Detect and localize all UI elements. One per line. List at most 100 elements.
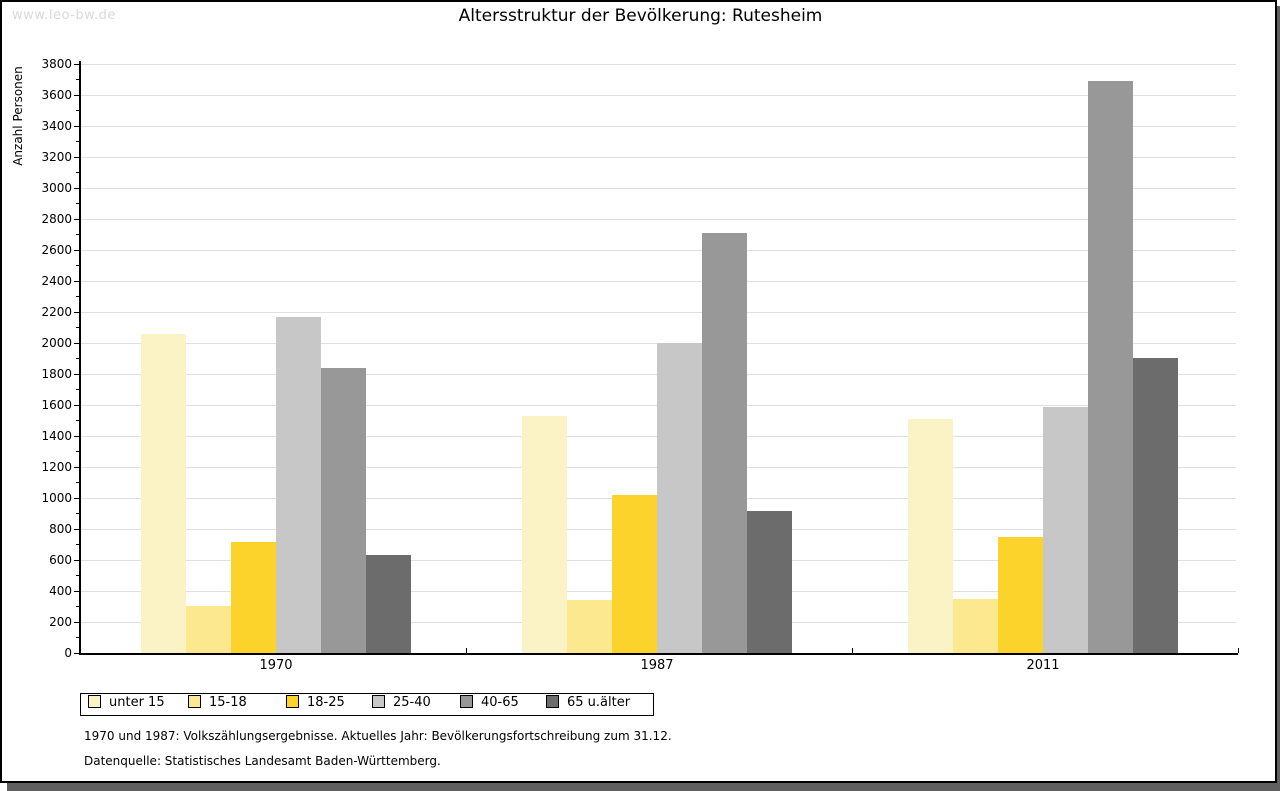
y-axis-line [79, 61, 81, 655]
bar-2011-15-18 [953, 599, 998, 653]
gridline [81, 312, 1236, 313]
legend-swatch-unter-15 [88, 695, 101, 708]
legend-swatch-65-u.älter [546, 695, 559, 708]
y-major-tick [74, 343, 80, 344]
bar-1970-15-18 [186, 606, 231, 653]
y-minor-tick [76, 482, 80, 483]
y-minor-tick [76, 544, 80, 545]
bar-1987-40-65 [702, 233, 747, 653]
bar-1987-15-18 [567, 600, 612, 653]
legend-label: 65 u.älter [567, 695, 631, 710]
footnote-data-source: Datenquelle: Statistisches Landesamt Bad… [84, 754, 441, 768]
y-minor-tick [76, 110, 80, 111]
y-tick-label: 1000 [41, 491, 72, 505]
bar-1970-40-65 [321, 368, 366, 653]
y-minor-tick [76, 79, 80, 80]
legend-label: unter 15 [109, 695, 165, 710]
x-tick-label: 1987 [640, 658, 674, 673]
bar-2011-25-40 [1043, 407, 1088, 653]
y-major-tick [74, 312, 80, 313]
legend-swatch-18-25 [286, 695, 299, 708]
y-tick-label: 1800 [41, 367, 72, 381]
y-major-tick [74, 95, 80, 96]
x-tick-label: 1970 [259, 658, 293, 673]
bar-1987-unter-15 [522, 416, 567, 653]
y-minor-tick [76, 265, 80, 266]
bar-1970-18-25 [231, 542, 276, 653]
y-minor-tick [76, 420, 80, 421]
y-tick-label: 1600 [41, 398, 72, 412]
gridline [81, 188, 1236, 189]
bar-1970-unter-15 [141, 334, 186, 653]
legend-swatch-15-18 [188, 695, 201, 708]
chart-title: Altersstruktur der Bevölkerung: Ruteshei… [458, 6, 823, 26]
y-minor-tick [76, 575, 80, 576]
legend-swatch-40-65 [460, 695, 473, 708]
y-major-tick [74, 64, 80, 65]
y-minor-tick [76, 327, 80, 328]
y-tick-label: 2000 [41, 336, 72, 350]
y-tick-label: 1400 [41, 429, 72, 443]
y-tick-label: 3800 [41, 57, 72, 71]
y-tick-label: 2400 [41, 274, 72, 288]
y-minor-tick [76, 389, 80, 390]
legend-label: 15-18 [209, 695, 247, 710]
bar-2011-unter-15 [908, 419, 953, 653]
gridline [81, 64, 1236, 65]
y-tick-label: 1200 [41, 460, 72, 474]
bar-1987-18-25 [612, 495, 657, 653]
x-axis-line [79, 653, 1238, 655]
legend-label: 18-25 [307, 695, 345, 710]
y-minor-tick [76, 606, 80, 607]
y-major-tick [74, 157, 80, 158]
gridline [81, 250, 1236, 251]
y-major-tick [74, 436, 80, 437]
y-tick-label: 3400 [41, 119, 72, 133]
y-minor-tick [76, 296, 80, 297]
y-minor-tick [76, 513, 80, 514]
y-major-tick [74, 529, 80, 530]
x-tick [1238, 648, 1239, 653]
y-tick-label: 2800 [41, 212, 72, 226]
watermark: www.leo-bw.de [12, 8, 116, 23]
y-tick-label: 2600 [41, 243, 72, 257]
y-major-tick [74, 498, 80, 499]
y-major-tick [74, 591, 80, 592]
legend-label: 40-65 [481, 695, 519, 710]
legend [80, 693, 654, 716]
legend-swatch-25-40 [372, 695, 385, 708]
bar-2011-65-u.älter [1133, 358, 1178, 653]
y-minor-tick [76, 637, 80, 638]
y-minor-tick [76, 172, 80, 173]
y-tick-label: 800 [49, 522, 72, 536]
y-major-tick [74, 126, 80, 127]
gridline [81, 126, 1236, 127]
y-major-tick [74, 560, 80, 561]
footnote-source-method: 1970 und 1987: Volkszählungsergebnisse. … [84, 729, 672, 743]
gridline [81, 95, 1236, 96]
gridline [81, 281, 1236, 282]
y-minor-tick [76, 451, 80, 452]
y-tick-label: 3000 [41, 181, 72, 195]
y-major-tick [74, 188, 80, 189]
y-tick-label: 0 [64, 646, 72, 660]
y-major-tick [74, 653, 80, 654]
frame-shadow-bottom [7, 783, 1280, 791]
x-tick-label: 2011 [1026, 658, 1060, 673]
bar-1970-65-u.älter [366, 555, 411, 653]
y-major-tick [74, 219, 80, 220]
y-major-tick [74, 250, 80, 251]
y-tick-label: 2200 [41, 305, 72, 319]
gridline [81, 157, 1236, 158]
y-tick-label: 600 [49, 553, 72, 567]
x-tick [466, 648, 467, 653]
bar-2011-18-25 [998, 537, 1043, 653]
y-major-tick [74, 622, 80, 623]
y-major-tick [74, 405, 80, 406]
y-tick-label: 400 [49, 584, 72, 598]
y-major-tick [74, 467, 80, 468]
y-minor-tick [76, 234, 80, 235]
y-tick-label: 200 [49, 615, 72, 629]
